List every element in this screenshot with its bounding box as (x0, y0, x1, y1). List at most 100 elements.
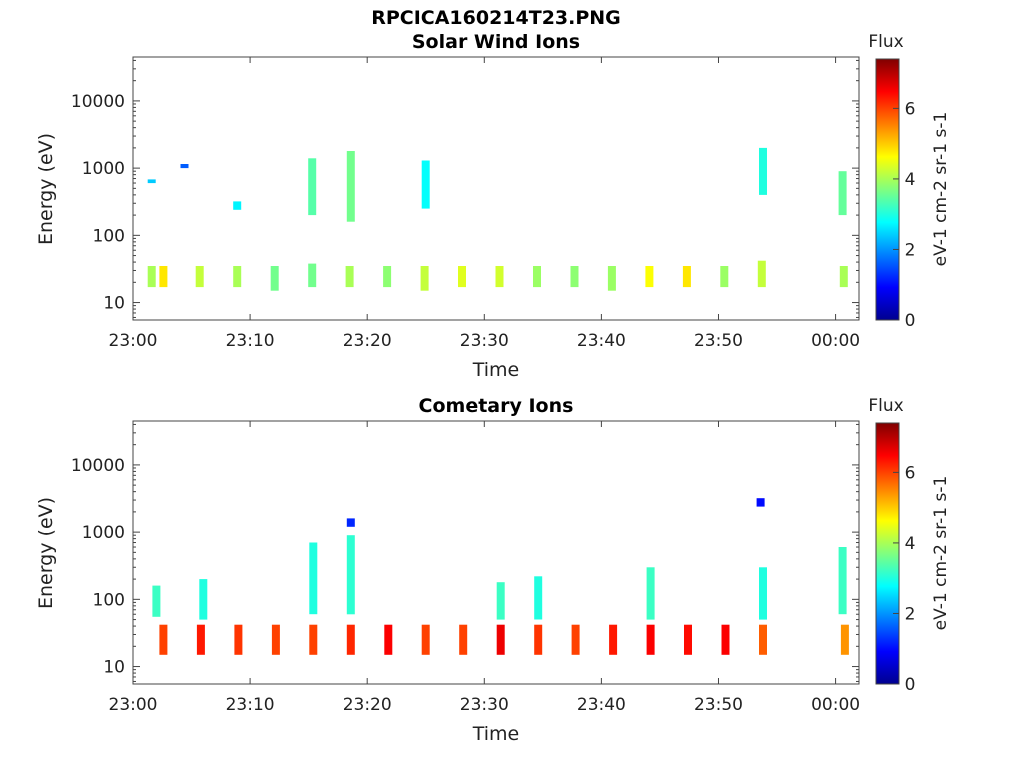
heatmap-cell (756, 498, 765, 507)
heatmap-cell (840, 624, 849, 655)
heatmap-cell (459, 624, 468, 655)
x-ticks: 23:00 23:10 23:20 23:30 23:40 23:50 00:00 (109, 421, 860, 715)
heatmap-cell (609, 624, 618, 655)
colorbar-tick-label: 2 (905, 240, 916, 260)
y-axis-label: Energy (eV) (35, 133, 57, 245)
heatmap-cell (757, 260, 766, 288)
x-tick-label: 23:20 (343, 331, 392, 351)
y-tick-label: 100 (93, 226, 125, 246)
y-tick-label: 10 (103, 294, 125, 314)
x-tick-label: 23:40 (577, 331, 626, 351)
colorbar-tick-label: 2 (905, 604, 916, 624)
heatmap-cell (346, 535, 355, 615)
y-tick-label: 1000 (82, 159, 125, 179)
heatmap-cell (270, 266, 279, 291)
heatmap-cell (496, 624, 505, 655)
heatmap-cell (646, 624, 655, 655)
heatmap-cell (159, 624, 168, 655)
heatmap-cell (721, 624, 730, 655)
heatmap-cell (570, 266, 579, 288)
colorbar-tick-label: 0 (905, 675, 916, 695)
colorbar-tick-label: 0 (905, 311, 916, 331)
x-tick-label: 23:30 (460, 695, 509, 715)
heatmap-cells (152, 498, 849, 655)
heatmap-cell (309, 542, 318, 615)
x-tick-label: 23:10 (226, 695, 275, 715)
heatmap-cell (495, 266, 504, 288)
x-axis-label: Time (472, 723, 520, 745)
colorbar-tick-label: 6 (905, 99, 916, 119)
heatmap-cell (159, 266, 168, 288)
x-tick-label: 23:00 (109, 695, 158, 715)
x-tick-label: 23:20 (343, 695, 392, 715)
heatmap-cell (496, 582, 505, 620)
heatmap-cell (607, 266, 616, 291)
heatmap-cell (384, 624, 393, 655)
heatmap-cell (152, 585, 161, 617)
x-tick-label: 23:40 (577, 695, 626, 715)
colorbar-title: Flux (868, 32, 903, 52)
heatmap-cell (346, 151, 355, 222)
heatmap-cell (199, 579, 208, 620)
panel-cometary: Cometary Ions 23:00 23:10 23:20 23:30 23:40 2… (35, 395, 951, 745)
heatmap-cell (759, 624, 767, 655)
x-ticks: 23:00 23:10 23:20 23:30 23:40 23:50 00:00 (109, 57, 860, 351)
heatmap-cell (421, 624, 430, 655)
y-tick-label: 100 (93, 590, 125, 610)
heatmap-cell (383, 266, 392, 288)
x-tick-label: 00:00 (811, 695, 860, 715)
heatmap-cells (147, 147, 848, 291)
figure-title: RPCICA160214T23.PNG (371, 7, 621, 29)
y-tick-label: 10000 (71, 92, 125, 112)
y-tick-label: 1000 (82, 523, 125, 543)
panel-solar-wind: Solar Wind Ions 23:00 23:10 23:20 23:30 23:4… (35, 31, 951, 381)
panel-title: Cometary Ions (419, 395, 574, 417)
heatmap-cell (571, 624, 580, 655)
heatmap-cell (720, 266, 729, 288)
heatmap-cell (759, 567, 767, 620)
heatmap-cell (682, 266, 691, 288)
heatmap-cell (309, 624, 318, 655)
heatmap-cell (271, 624, 280, 655)
x-tick-label: 00:00 (811, 331, 860, 351)
heatmap-cell (233, 201, 242, 210)
colorbar-label: eV-1 cm-2 sr-1 s-1 (931, 476, 951, 631)
heatmap-cell (838, 547, 847, 615)
colorbar-ticks: 0 2 4 6 (893, 99, 915, 331)
x-tick-label: 23:30 (460, 331, 509, 351)
y-axis-label: Energy (eV) (35, 497, 57, 609)
colorbar-tick-label: 4 (905, 534, 916, 554)
heatmap-cell (838, 171, 847, 216)
heatmap-cell (233, 266, 242, 288)
heatmap-cell (646, 567, 655, 620)
heatmap-cell (308, 263, 317, 288)
panel-title: Solar Wind Ions (412, 31, 580, 53)
colorbar (875, 58, 900, 321)
heatmap-cell (147, 179, 156, 184)
y-tick-label: 10 (103, 658, 125, 678)
x-tick-label: 23:00 (109, 331, 158, 351)
heatmap-cell (839, 266, 848, 288)
heatmap-cell (196, 624, 205, 655)
heatmap-cell (458, 266, 466, 288)
heatmap-cell (234, 624, 243, 655)
heatmap-cell (534, 576, 543, 620)
heatmap-cell (420, 266, 429, 291)
colorbar-ticks: 0 2 4 6 (893, 463, 915, 695)
heatmap-cell (421, 160, 430, 209)
colorbar-label: eV-1 cm-2 sr-1 s-1 (931, 112, 951, 267)
heatmap-cell (533, 266, 541, 288)
colorbar-tick-label: 4 (905, 170, 916, 190)
colorbar-title: Flux (868, 396, 903, 416)
x-axis-label: Time (472, 359, 520, 381)
heatmap-cell (180, 164, 189, 169)
x-tick-label: 23:50 (694, 331, 743, 351)
heatmap-cell (346, 624, 355, 655)
heatmap-cell (147, 266, 156, 288)
x-tick-label: 23:50 (694, 695, 743, 715)
heatmap-cell (534, 624, 543, 655)
heatmap-cell (345, 266, 354, 288)
colorbar-tick-label: 6 (905, 463, 916, 483)
heatmap-cell (195, 266, 204, 288)
